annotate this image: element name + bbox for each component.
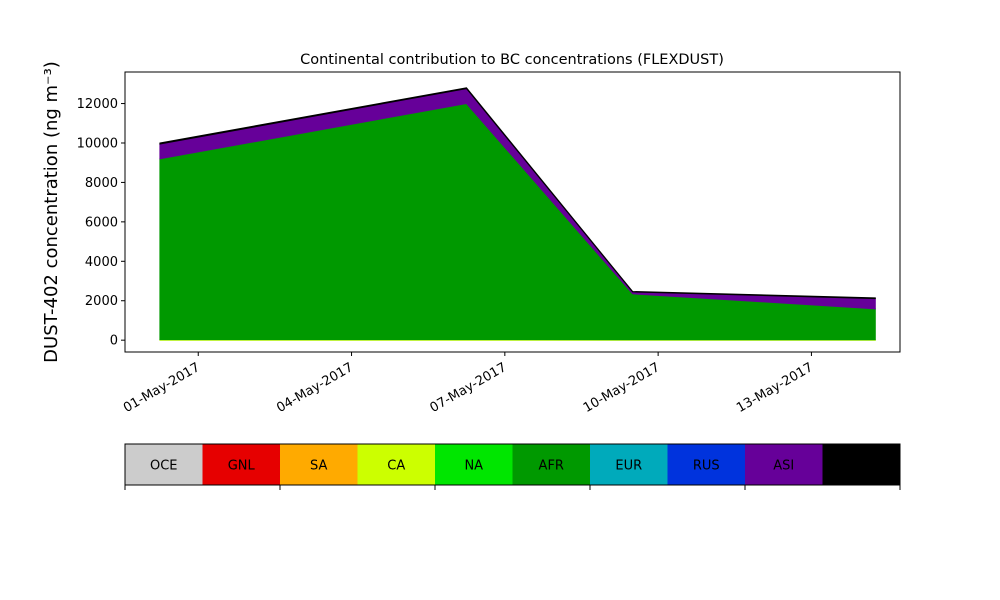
x-tick-label: 10-May-2017 xyxy=(581,360,663,416)
legend-label-afr: AFR xyxy=(539,459,564,474)
legend-swatch-eur xyxy=(590,444,668,485)
legend-swatch-asi xyxy=(745,444,823,485)
y-axis: 0 2000 4000 6000 8000 10000 12000 xyxy=(77,97,125,349)
legend-swatch-na xyxy=(435,444,513,485)
x-tick-label: 04-May-2017 xyxy=(274,360,356,416)
legend-swatch-rus xyxy=(667,444,746,485)
legend-label-asi: ASI xyxy=(773,459,794,474)
legend-label-oce: OCE xyxy=(150,459,178,474)
area-aus xyxy=(159,87,876,300)
x-tick-label: 07-May-2017 xyxy=(428,360,510,416)
x-tick-label: 01-May-2017 xyxy=(121,360,203,416)
legend-frame xyxy=(124,443,901,486)
plot-frame xyxy=(124,71,901,353)
y-tick-label: 8000 xyxy=(85,176,118,191)
y-axis-label: DUST-402 concentration (ng m⁻³) xyxy=(41,61,62,363)
y-tick-label: 12000 xyxy=(77,97,118,112)
legend-swatch-gnl xyxy=(202,444,281,485)
legend-label-na: NA xyxy=(464,459,483,474)
y-tick-label: 2000 xyxy=(85,294,118,309)
legend-label-ca: CA xyxy=(387,459,405,474)
x-axis: 01-May-2017 04-May-2017 07-May-2017 10-May-… xyxy=(121,352,816,416)
y-tick-label: 0 xyxy=(110,334,118,349)
colorbar-legend: OCE GNL SA CA NA AFR EUR RUS ASI AUS xyxy=(124,443,901,490)
y-tick-label: 10000 xyxy=(77,136,118,151)
legend-label-rus: RUS xyxy=(693,459,720,474)
y-tick-label: 6000 xyxy=(85,215,118,230)
area-layer xyxy=(159,87,876,341)
legend-swatch-afr xyxy=(512,444,591,485)
legend-label-eur: EUR xyxy=(615,459,642,474)
legend-label-gnl: GNL xyxy=(228,459,256,474)
chart-title: Continental contribution to BC concentra… xyxy=(300,52,724,68)
legend-swatch-aus xyxy=(822,444,901,485)
x-tick-label: 13-May-2017 xyxy=(734,360,816,416)
legend-label-aus: AUS xyxy=(848,459,875,474)
legend-swatch-oce xyxy=(125,444,203,485)
legend-label-sa: SA xyxy=(310,459,327,474)
y-tick-label: 4000 xyxy=(85,255,118,270)
legend-swatch-ca xyxy=(357,444,436,485)
legend-swatch-sa xyxy=(280,444,358,485)
